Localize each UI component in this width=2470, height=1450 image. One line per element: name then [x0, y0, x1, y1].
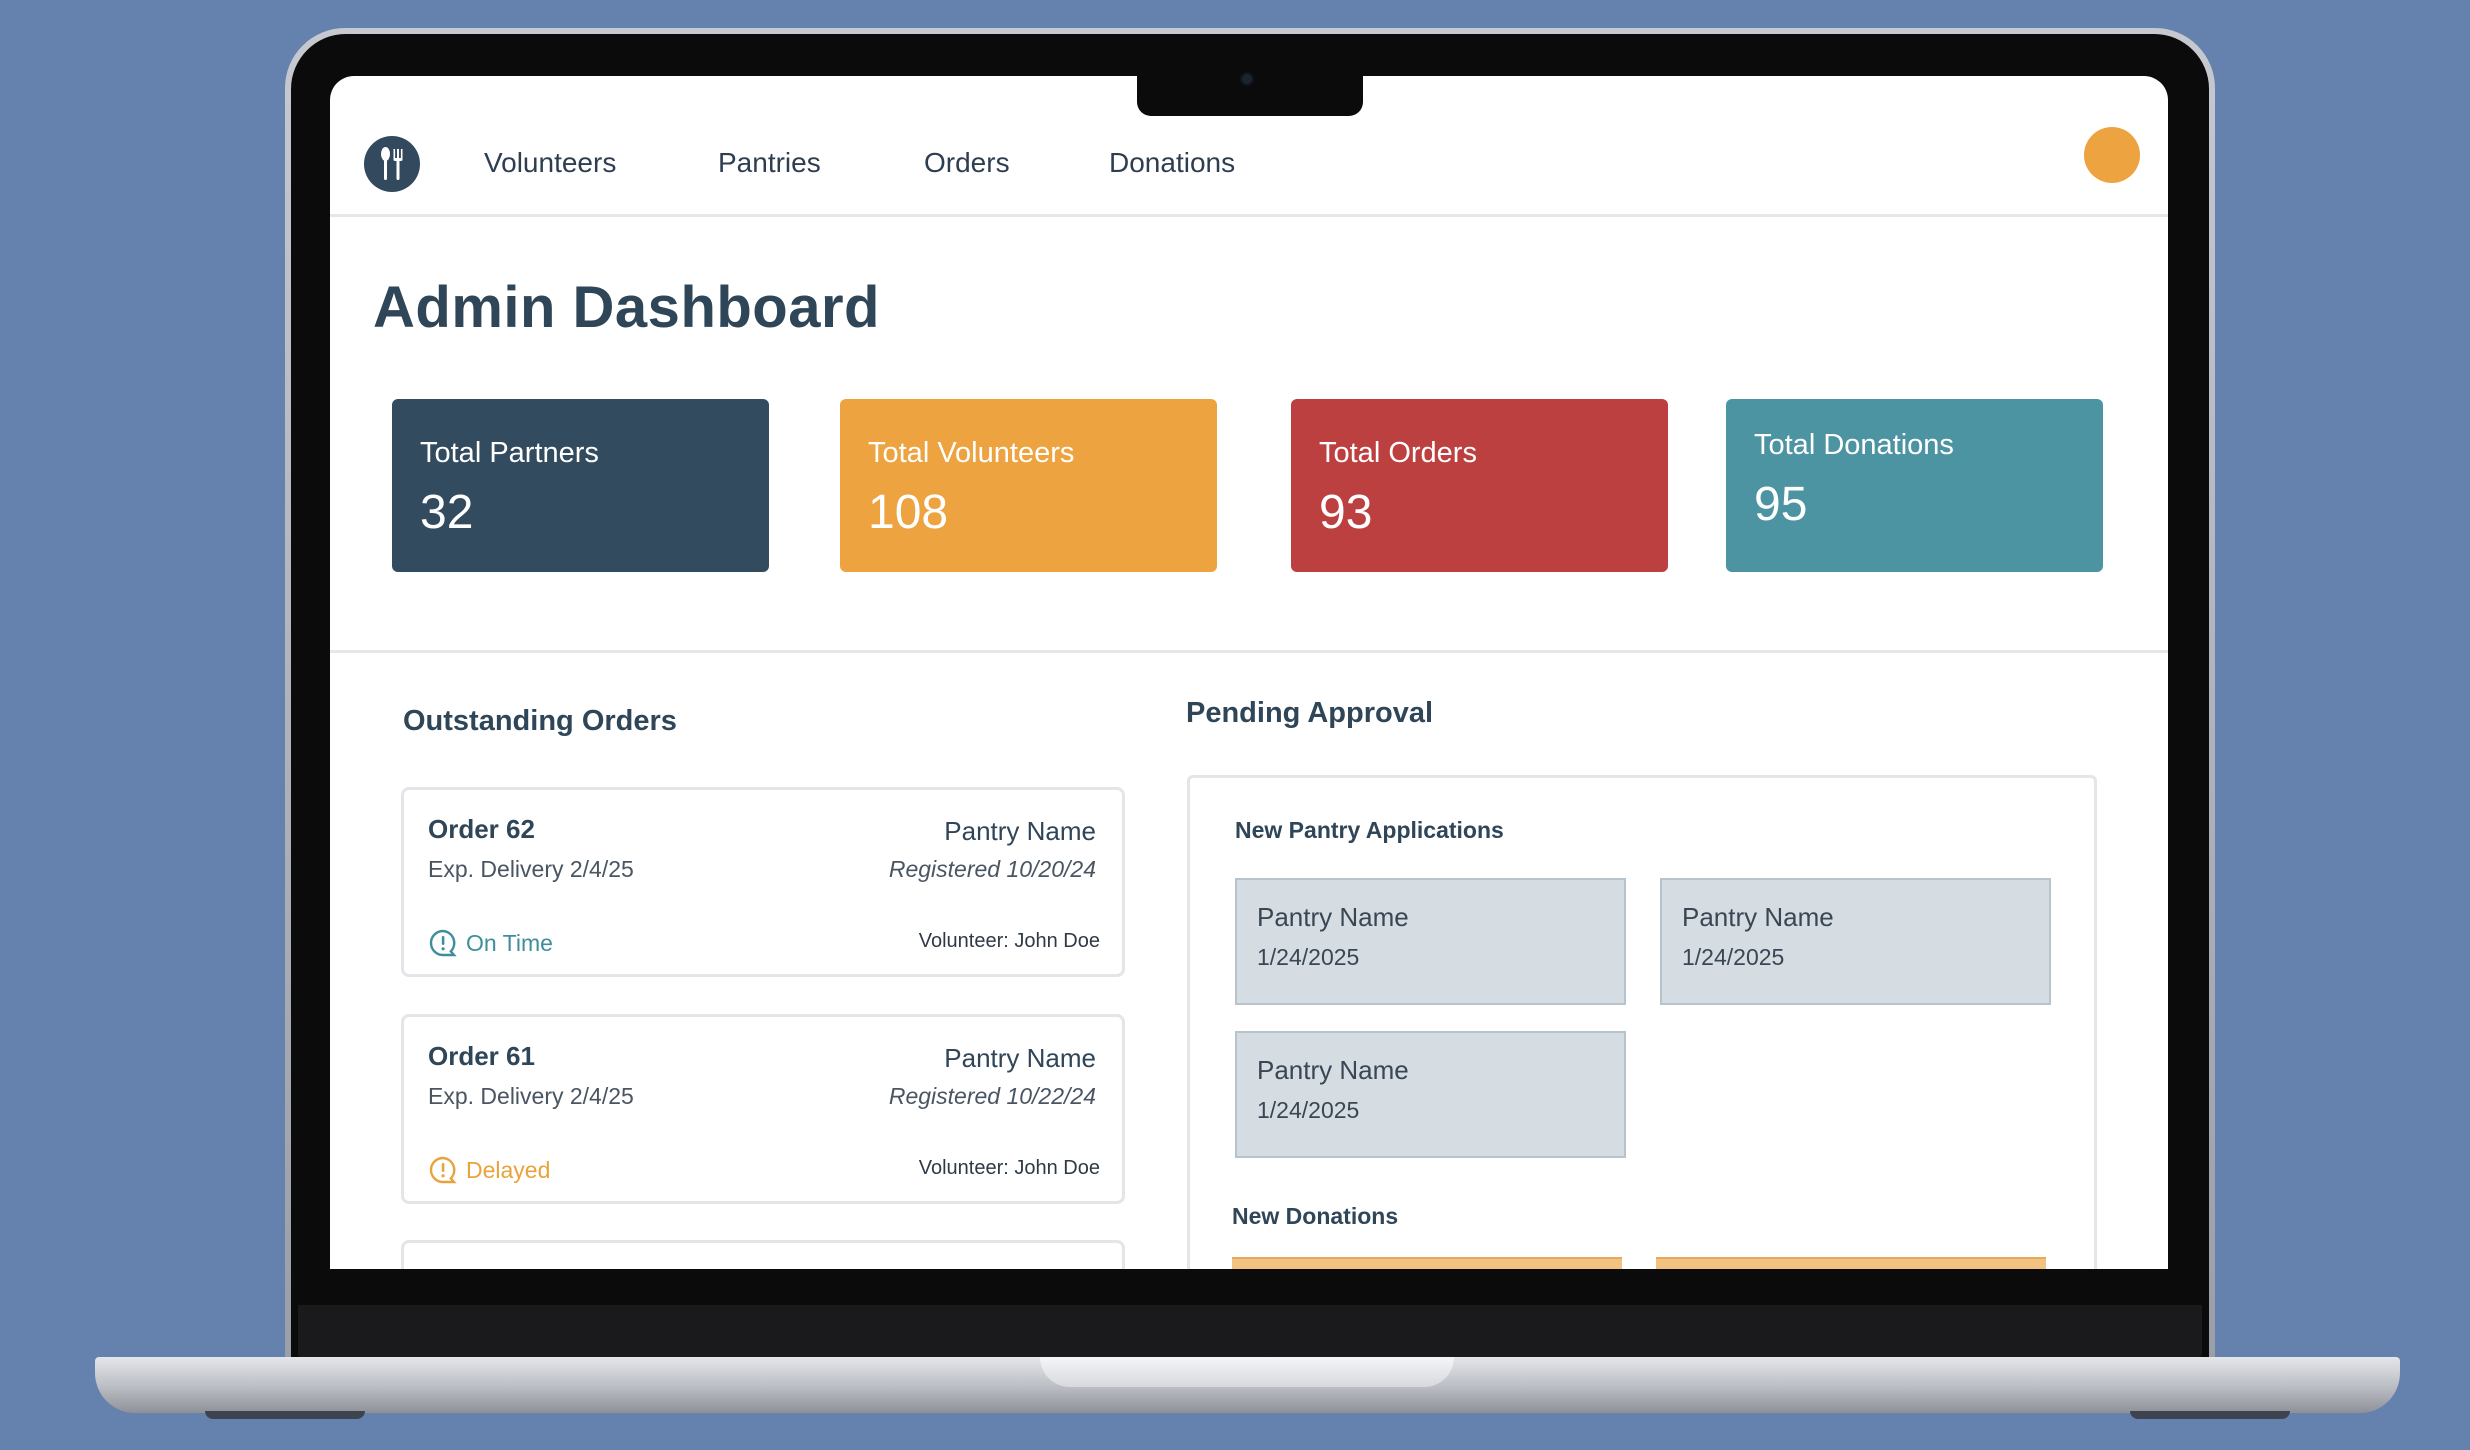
order-pantry-name: Pantry Name: [944, 816, 1096, 847]
laptop-foot-right: [2130, 1411, 2290, 1419]
outstanding-orders-title: Outstanding Orders: [403, 705, 677, 738]
new-donations-title: New Donations: [1232, 1203, 1398, 1230]
order-card[interactable]: Order 61 Exp. Delivery 2/4/25 Pantry Nam…: [401, 1014, 1125, 1204]
bottom-bezel: [298, 1305, 2202, 1359]
order-status-label: Delayed: [466, 1157, 550, 1184]
donation-card[interactable]: [1656, 1257, 2046, 1269]
order-card[interactable]: Order 62 Exp. Delivery 2/4/25 Pantry Nam…: [401, 787, 1125, 977]
nav-orders[interactable]: Orders: [924, 147, 1010, 179]
order-registered: Registered 10/20/24: [889, 856, 1096, 883]
user-avatar[interactable]: [2084, 127, 2140, 183]
donation-card[interactable]: [1232, 1257, 1622, 1269]
nav-volunteers[interactable]: Volunteers: [484, 147, 616, 179]
pantry-application-date: 1/24/2025: [1682, 944, 1784, 971]
pantry-application-name: Pantry Name: [1257, 902, 1409, 933]
order-volunteer: Volunteer: John Doe: [919, 930, 1100, 953]
stat-card-orders: Total Orders 93: [1291, 399, 1668, 572]
stat-label: Total Donations: [1754, 429, 1954, 462]
new-pantry-applications-title: New Pantry Applications: [1235, 817, 1504, 844]
pantry-application-name: Pantry Name: [1257, 1055, 1409, 1086]
alert-bubble-icon: [428, 928, 458, 958]
stat-value: 95: [1754, 477, 1807, 532]
section-divider: [330, 650, 2168, 653]
pantry-application-name: Pantry Name: [1682, 902, 1834, 933]
pending-approval-panel: [1187, 775, 2097, 1269]
stat-card-donations: Total Donations 95: [1726, 399, 2103, 572]
page-title: Admin Dashboard: [373, 274, 880, 341]
stat-label: Total Orders: [1319, 437, 1477, 470]
laptop-foot-left: [205, 1411, 365, 1419]
stat-value: 108: [868, 485, 948, 540]
alert-bubble-icon: [428, 1155, 458, 1185]
stat-card-partners: Total Partners 32: [392, 399, 769, 572]
order-card[interactable]: [401, 1240, 1125, 1269]
stat-label: Total Volunteers: [868, 437, 1074, 470]
laptop-base-notch: [1040, 1357, 1454, 1387]
pantry-application-card[interactable]: Pantry Name 1/24/2025: [1235, 1031, 1626, 1158]
stat-value: 93: [1319, 485, 1372, 540]
camera-icon: [1240, 72, 1254, 86]
order-pantry-name: Pantry Name: [944, 1043, 1096, 1074]
order-status-label: On Time: [466, 930, 553, 957]
order-name: Order 62: [428, 814, 535, 845]
fork-spoon-icon[interactable]: [364, 136, 420, 192]
pantry-application-date: 1/24/2025: [1257, 1097, 1359, 1124]
order-delivery: Exp. Delivery 2/4/25: [428, 1083, 634, 1110]
pending-approval-title: Pending Approval: [1186, 697, 1433, 730]
stat-label: Total Partners: [420, 437, 599, 470]
nav-donations[interactable]: Donations: [1109, 147, 1235, 179]
order-registered: Registered 10/22/24: [889, 1083, 1096, 1110]
nav-pantries[interactable]: Pantries: [718, 147, 821, 179]
order-name: Order 61: [428, 1041, 535, 1072]
pantry-application-card[interactable]: Pantry Name 1/24/2025: [1235, 878, 1626, 1005]
pantry-application-date: 1/24/2025: [1257, 944, 1359, 971]
order-delivery: Exp. Delivery 2/4/25: [428, 856, 634, 883]
pantry-application-card[interactable]: Pantry Name 1/24/2025: [1660, 878, 2051, 1005]
stat-card-volunteers: Total Volunteers 108: [840, 399, 1217, 572]
stat-value: 32: [420, 485, 473, 540]
order-volunteer: Volunteer: John Doe: [919, 1157, 1100, 1180]
app-screen: Volunteers Pantries Orders Donations Adm…: [330, 76, 2168, 1269]
order-status: Delayed: [428, 1155, 550, 1185]
order-status: On Time: [428, 928, 553, 958]
